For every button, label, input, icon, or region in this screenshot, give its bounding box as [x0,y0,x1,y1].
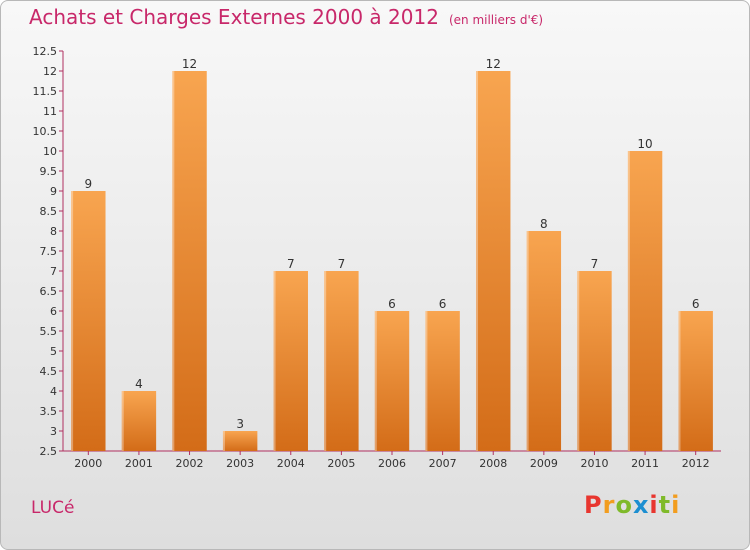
y-tick-label: 9 [50,185,57,198]
data-label: 7 [287,257,295,271]
x-tick-label: 2005 [327,457,355,470]
y-tick-label: 4 [50,385,57,398]
x-tick-label: 2008 [479,457,507,470]
x-tick-label: 2007 [429,457,457,470]
y-tick-label: 6 [50,305,57,318]
proxiti-logo[interactable]: Proxiti [584,491,680,519]
y-tick-label: 8.5 [40,205,58,218]
data-label: 3 [236,417,244,431]
x-tick-label: 2006 [378,457,406,470]
bar [374,311,410,451]
x-tick-label: 2004 [277,457,305,470]
bar [71,191,106,451]
y-tick-label: 11 [43,105,57,118]
data-label: 8 [540,217,548,231]
bar [273,271,308,451]
data-label: 6 [388,297,396,311]
chart-title-text: Achats et Charges Externes 2000 à 2012 [29,5,439,29]
y-tick-label: 12 [43,65,57,78]
bar [526,231,562,451]
logo-letter: i [649,491,659,519]
x-tick-label: 2003 [226,457,254,470]
logo-letter: i [671,491,681,519]
data-label: 10 [637,137,652,151]
bar [577,271,612,451]
chart-unit: (en milliers d'€) [448,13,544,27]
data-label: 6 [439,297,447,311]
bar [476,71,511,451]
bar [172,71,207,451]
y-tick-label: 12.5 [33,45,58,58]
y-tick-label: 8 [50,225,57,238]
y-tick-label: 9.5 [40,165,58,178]
x-tick-label: 2010 [580,457,608,470]
logo-letter: x [632,491,650,519]
y-tick-label: 6.5 [40,285,58,298]
logo-letter: r [602,491,616,519]
y-tick-label: 5 [50,345,57,358]
bar [121,391,157,451]
x-tick-label: 2001 [125,457,153,470]
y-tick-label: 2.5 [40,445,58,458]
logo-letter: t [658,491,672,519]
data-label: 7 [338,257,346,271]
data-label: 9 [84,177,92,191]
y-tick-label: 11.5 [33,85,58,98]
y-tick-label: 10.5 [33,125,58,138]
chart-title: Achats et Charges Externes 2000 à 2012 (e… [29,5,543,29]
x-tick-label: 2009 [530,457,558,470]
x-tick-label: 2000 [74,457,102,470]
y-tick-label: 5.5 [40,325,58,338]
x-tick-label: 2011 [631,457,659,470]
y-tick-label: 4.5 [40,365,58,378]
x-tick-label: 2012 [682,457,710,470]
data-label: 6 [692,297,700,311]
logo-letter: P [584,491,603,519]
data-label: 7 [591,257,599,271]
bar [678,311,713,451]
bar [324,271,359,451]
y-tick-label: 7 [50,265,57,278]
y-tick-label: 10 [43,145,57,158]
data-label: 12 [182,57,197,71]
bar [222,431,258,451]
commune-name: LUCé [31,498,75,518]
x-tick-label: 2002 [176,457,204,470]
bar [627,151,663,451]
y-tick-label: 3.5 [40,405,58,418]
y-tick-label: 7.5 [40,245,58,258]
logo-letter: o [615,491,633,519]
y-tick-label: 3 [50,425,57,438]
bar [425,311,460,451]
data-label: 4 [135,377,143,391]
data-label: 12 [486,57,501,71]
